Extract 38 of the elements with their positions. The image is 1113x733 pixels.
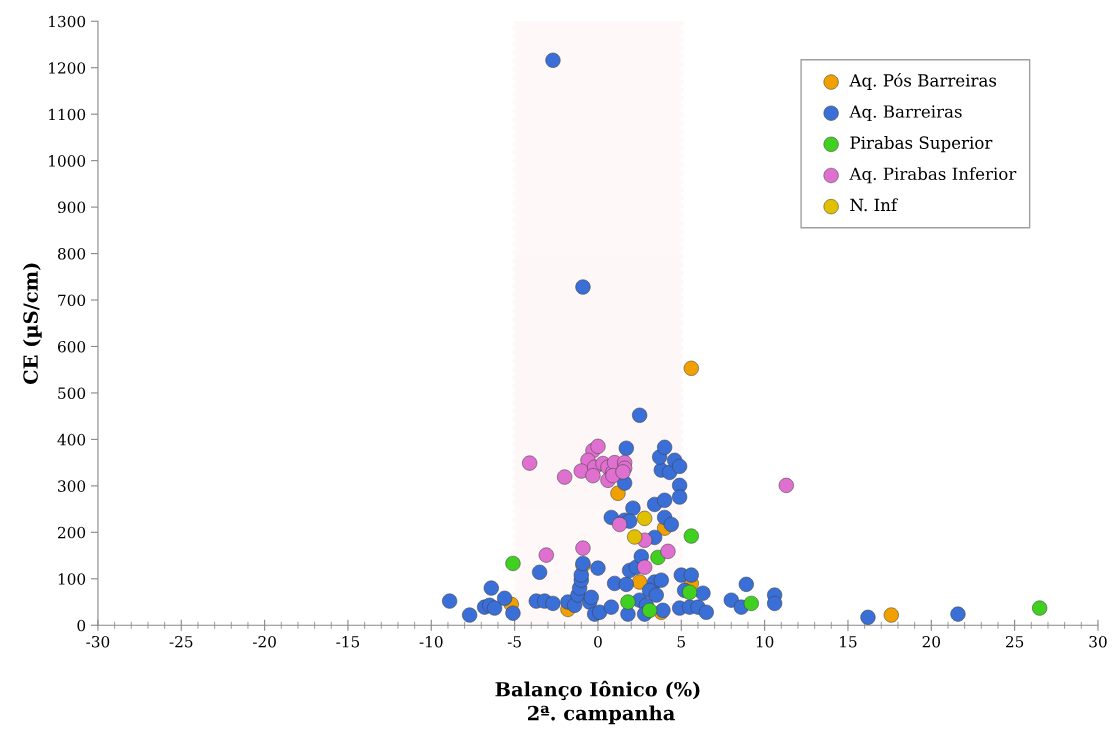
y-tick-label: 1200: [49, 62, 86, 74]
y-tick-label: 100: [58, 573, 86, 585]
legend-label: Pirabas Superior: [850, 136, 993, 153]
x-tick-label: 25: [1005, 635, 1024, 648]
x-tick-label: -20: [252, 635, 276, 648]
y-tick-label: 200: [58, 526, 86, 539]
x-tick-label: 20: [922, 635, 941, 648]
y-tick-label: 1000: [49, 155, 86, 167]
point: [627, 529, 643, 545]
x-tick-label: -25: [169, 635, 193, 648]
x-tick-label: 30: [1089, 635, 1107, 648]
y-axis-title: CE (µS/cm): [22, 263, 42, 385]
x-tick-label: -15: [336, 635, 360, 648]
legend-label: N. Inf: [850, 198, 899, 212]
point: [642, 602, 658, 618]
y-tick-label: 300: [58, 480, 86, 492]
x-tick-label: -30: [86, 635, 110, 648]
x-tick-label: 0: [594, 635, 602, 648]
y-tick-label: 600: [58, 340, 86, 353]
x-tick-label: 15: [840, 635, 857, 648]
y-tick-label: 1300: [49, 15, 86, 28]
legend-label: Aq. Pós Barreiras: [849, 73, 997, 90]
x-tick-label: 5: [677, 636, 685, 648]
legend-label: Aq. Barreiras: [849, 105, 962, 122]
y-tick-label: 800: [58, 248, 86, 260]
text: 2ª. campanha: [528, 705, 675, 725]
y-tick-label: 0: [77, 619, 86, 632]
x-tick-label: 10: [756, 635, 774, 648]
x-tick-label: -10: [419, 635, 443, 648]
y-tick-label: 700: [58, 294, 86, 307]
y-tick-label: 1100: [49, 108, 86, 121]
x-tick-label: -5: [507, 636, 521, 648]
y-tick-label: 500: [58, 387, 86, 399]
x-axis-title: Balanço Iônico (%): [495, 680, 700, 701]
y-tick-label: 900: [57, 201, 86, 214]
point: [615, 464, 631, 480]
y-tick-label: 400: [57, 433, 86, 446]
legend-label: Aq. Pirabas Inferior: [849, 167, 1017, 184]
